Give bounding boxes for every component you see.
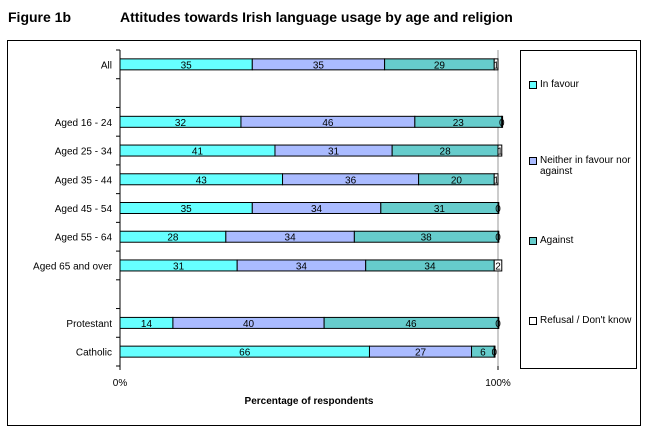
data-label: 34 bbox=[311, 204, 323, 215]
data-label: 23 bbox=[453, 118, 465, 129]
data-label: 31 bbox=[328, 147, 340, 158]
data-label: 29 bbox=[434, 60, 446, 71]
bar-segment bbox=[501, 115, 504, 128]
legend-item: Refusal / Don't know bbox=[529, 315, 635, 326]
bar-segment bbox=[493, 259, 503, 272]
category-label: Aged 16 - 24 bbox=[55, 118, 113, 129]
bar-segment bbox=[493, 345, 496, 358]
data-label: 31 bbox=[434, 204, 446, 215]
legend-swatch bbox=[529, 237, 537, 245]
data-label: 1 bbox=[493, 60, 499, 71]
data-label: 1 bbox=[493, 175, 499, 186]
data-label: 46 bbox=[322, 118, 334, 129]
legend-label: Against bbox=[540, 235, 574, 246]
data-label: 43 bbox=[196, 175, 208, 186]
category-label: Protestant bbox=[66, 319, 112, 330]
data-label: 46 bbox=[405, 319, 417, 330]
bar-segment bbox=[493, 58, 499, 71]
data-label: 27 bbox=[415, 348, 427, 359]
data-label: 41 bbox=[192, 147, 204, 158]
legend-label: In favour bbox=[540, 79, 579, 90]
data-label: 28 bbox=[167, 233, 179, 244]
data-label: 0 bbox=[495, 204, 501, 215]
category-label: Aged 35 - 44 bbox=[55, 175, 113, 186]
data-label: 2 bbox=[495, 261, 501, 272]
chart-title: Attitudes towards Irish language usage b… bbox=[120, 9, 513, 25]
data-label: 35 bbox=[181, 60, 193, 71]
category-label: Aged 45 - 54 bbox=[55, 204, 113, 215]
legend-label: Refusal / Don't know bbox=[540, 315, 632, 326]
legend-label: Neither in favour nor against bbox=[540, 155, 631, 177]
data-label: 1 bbox=[497, 147, 503, 158]
x-tick-label: 100% bbox=[485, 378, 511, 389]
data-label: 0 bbox=[495, 319, 501, 330]
legend-item: Neither in favour nor against bbox=[529, 155, 635, 177]
bar-segment bbox=[497, 316, 500, 329]
data-label: 20 bbox=[451, 175, 463, 186]
data-label: 34 bbox=[296, 261, 308, 272]
bar-segment bbox=[497, 230, 500, 243]
data-label: 35 bbox=[313, 60, 325, 71]
category-label: Catholic bbox=[76, 348, 112, 359]
data-label: 66 bbox=[239, 348, 251, 359]
data-label: 34 bbox=[285, 233, 297, 244]
category-label: Aged 65 and over bbox=[33, 261, 113, 272]
data-label: 28 bbox=[440, 147, 452, 158]
data-label: 31 bbox=[173, 261, 185, 272]
data-label: 38 bbox=[421, 233, 433, 244]
chart-frame bbox=[7, 40, 641, 426]
data-label: 0 bbox=[499, 118, 505, 129]
bar-segment bbox=[497, 144, 503, 157]
bar-segment bbox=[497, 202, 500, 214]
legend-swatch bbox=[529, 81, 537, 89]
x-tick-label: 0% bbox=[113, 378, 128, 389]
data-label: 14 bbox=[141, 319, 153, 330]
bar-segment bbox=[493, 173, 499, 186]
legend-swatch bbox=[529, 157, 537, 165]
legend: In favour Neither in favour nor against Ag… bbox=[520, 50, 637, 369]
legend-item: In favour bbox=[529, 79, 635, 90]
data-label: 40 bbox=[243, 319, 255, 330]
data-label: 32 bbox=[175, 118, 187, 129]
data-label: 0 bbox=[491, 348, 497, 359]
data-label: 35 bbox=[181, 204, 193, 215]
category-label: Aged 25 - 34 bbox=[55, 147, 113, 158]
data-label: 34 bbox=[424, 261, 436, 272]
data-label: 6 bbox=[480, 348, 486, 359]
legend-item: Against bbox=[529, 235, 635, 246]
category-label: Aged 55 - 64 bbox=[55, 233, 113, 244]
legend-swatch bbox=[529, 317, 537, 325]
figure-label: Figure 1b bbox=[8, 9, 72, 25]
x-axis-title: Percentage of respondents bbox=[245, 396, 374, 407]
data-label: 0 bbox=[495, 233, 501, 244]
data-label: 36 bbox=[345, 175, 357, 186]
category-label: All bbox=[101, 60, 112, 71]
